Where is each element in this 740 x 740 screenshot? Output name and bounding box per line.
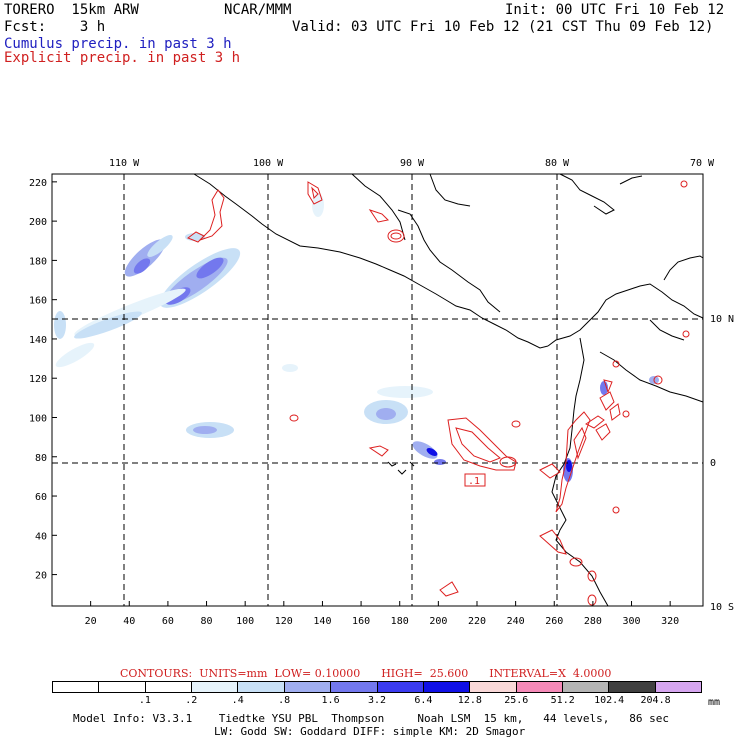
y-tick-label: 180 <box>29 256 47 267</box>
x-tick-label: 300 <box>622 616 640 627</box>
valid-time: Valid: 03 UTC Fri 10 Feb 12 (21 CST Thu … <box>292 19 714 35</box>
legend-swatch <box>423 682 471 692</box>
longitude-labels: 110 W 100 W 90 W 80 W 70 W <box>109 158 715 169</box>
init-time: Init: 00 UTC Fri 10 Feb 12 <box>505 2 725 18</box>
coastlines <box>193 173 704 607</box>
forecast-hour: Fcst: 3 h <box>4 19 106 35</box>
legend-swatch <box>562 682 610 692</box>
x-tick-label: 140 <box>313 616 331 627</box>
legend-swatch <box>470 682 517 692</box>
x-tick-label: 200 <box>429 616 447 627</box>
org-label: NCAR/MMM <box>224 2 292 18</box>
legend-swatch <box>516 682 563 692</box>
legend-label: .2 <box>185 695 198 706</box>
legend-swatch <box>377 682 424 692</box>
y-tick-label: 220 <box>29 178 47 189</box>
y-tick-label: 200 <box>29 217 47 228</box>
x-tick-label: 220 <box>468 616 486 627</box>
legend-label: 6.4 <box>414 695 433 706</box>
x-tick-label: 320 <box>661 616 679 627</box>
y-tick-label: 140 <box>29 335 47 346</box>
legend-label: 1.6 <box>321 695 340 706</box>
x-tick-label: 260 <box>545 616 563 627</box>
lon-label: 90 W <box>400 158 425 169</box>
contour-info: CONTOURS: UNITS=mm LOW= 0.10000 HIGH= 25… <box>120 667 612 680</box>
graticule <box>52 174 703 606</box>
x-tick-label: 280 <box>584 616 602 627</box>
x-tick-label: 60 <box>162 616 174 627</box>
lat-label: 10 N <box>710 314 734 325</box>
y-tick-label: 100 <box>29 413 47 424</box>
legend-label: 25.6 <box>504 695 529 706</box>
model-info-line2: LW: Godd SW: Goddard DIFF: simple KM: 2D… <box>214 725 526 738</box>
legend-label: .8 <box>278 695 291 706</box>
x-tick-label: 240 <box>507 616 525 627</box>
contour-box-label: .1 <box>468 476 480 487</box>
y-tick-label: 80 <box>35 453 47 464</box>
legend-unit: mm <box>708 697 721 708</box>
legend-label: 204.8 <box>640 695 671 706</box>
x-tick-label: 80 <box>201 616 213 627</box>
x-tick-label: 120 <box>275 616 293 627</box>
x-tick-label: 100 <box>236 616 254 627</box>
map-frame <box>51 173 704 607</box>
x-tick-label: 160 <box>352 616 370 627</box>
legend-swatch <box>192 682 239 692</box>
legend-label: .4 <box>231 695 244 706</box>
y-tick-label: 60 <box>35 492 47 503</box>
lon-label: 100 W <box>253 158 284 169</box>
lat-label: 10 S <box>710 602 734 613</box>
x-tick-label: 180 <box>391 616 409 627</box>
x-axis-ticks: 20 40 60 80 100 120 140 160 180 200 220 240 260 280 30… <box>85 601 679 627</box>
explicit-precip-label: Explicit precip. in past 3 h <box>4 50 241 66</box>
legend-swatch <box>655 682 702 692</box>
legend-swatch <box>99 682 146 692</box>
legend-labels: .1 .2 .4 .8 1.6 3.2 6.4 12.8 25.6 51.2 102.4 204.8 <box>52 695 702 707</box>
legend-swatch <box>53 682 100 692</box>
x-tick-label: 40 <box>123 616 135 627</box>
legend-label: 3.2 <box>367 695 387 706</box>
latitude-labels: 10 N 0 10 S <box>710 314 734 613</box>
legend-swatch <box>284 682 332 692</box>
legend-swatch <box>331 682 378 692</box>
y-tick-label: 40 <box>35 531 47 542</box>
cumulus-precip-shading <box>54 193 659 482</box>
model-info-line1: Model Info: V3.3.1 Tiedtke YSU PBL Thomp… <box>73 712 670 725</box>
model-title: TORERO 15km ARW <box>4 2 139 18</box>
lon-label: 70 W <box>690 158 715 169</box>
y-tick-label: 120 <box>29 374 47 385</box>
legend-label: .1 <box>138 695 151 706</box>
y-axis-ticks: 220 200 180 160 140 120 100 80 60 40 20 <box>29 178 57 582</box>
legend-swatch <box>609 682 656 692</box>
legend-label: 51.2 <box>550 695 575 706</box>
x-tick-label: 20 <box>85 616 97 627</box>
legend-swatch <box>238 682 285 692</box>
legend-label: 102.4 <box>594 695 625 706</box>
cumulus-precip-label: Cumulus precip. in past 3 h <box>4 36 232 52</box>
legend-label: 12.8 <box>457 695 482 706</box>
lon-label: 80 W <box>545 158 570 169</box>
y-tick-label: 20 <box>35 571 47 582</box>
lon-label: 110 W <box>109 158 140 169</box>
lat-label: 0 <box>710 458 716 469</box>
color-legend <box>52 681 702 693</box>
y-tick-label: 160 <box>29 296 47 307</box>
legend-swatch <box>145 682 193 692</box>
explicit-precip-contours <box>186 180 690 606</box>
